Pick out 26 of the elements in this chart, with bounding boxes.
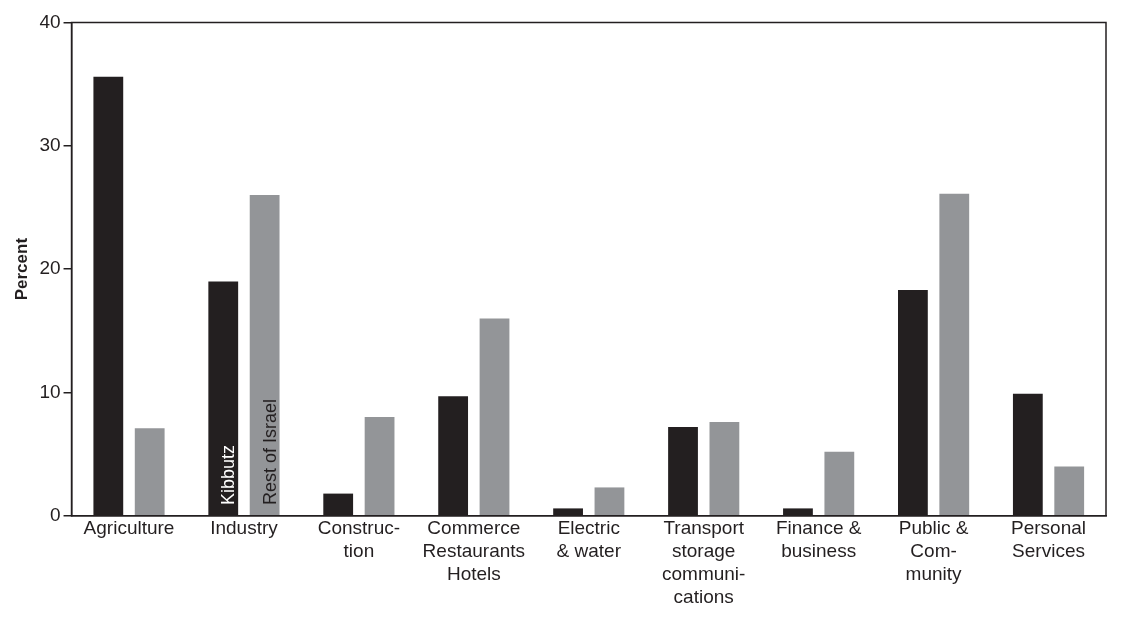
y-axis-title: Percent xyxy=(11,237,31,301)
bar xyxy=(594,487,625,516)
bar xyxy=(1054,466,1085,516)
x-tick-label: Public & Com- munity xyxy=(898,517,969,585)
bar xyxy=(939,193,970,516)
x-tick-label: Commerce Restaurants Hotels xyxy=(422,517,526,585)
series-label: Rest of Israel xyxy=(259,399,280,506)
x-tick-label: Transport storage communi- cations xyxy=(662,517,746,607)
bar xyxy=(249,195,280,516)
bar xyxy=(479,318,510,516)
x-tick-label: Finance & business xyxy=(775,517,862,562)
x-tick-label: Construc- tion xyxy=(317,517,401,562)
y-tick-label: 30 xyxy=(39,133,61,155)
bar xyxy=(364,417,395,516)
bar xyxy=(709,422,740,516)
x-tick-label: Personal Services xyxy=(1011,517,1087,562)
y-tick-label: 10 xyxy=(39,380,61,402)
y-tick-label: 0 xyxy=(49,504,61,526)
series-label: Kibbutz xyxy=(218,445,239,506)
x-tick-label: Electric & water xyxy=(556,517,622,562)
x-tick-label: Industry xyxy=(210,517,279,539)
bar xyxy=(134,428,165,516)
bar xyxy=(824,451,855,516)
x-tick-label: Agriculture xyxy=(83,517,175,539)
y-tick-label: 20 xyxy=(39,257,61,279)
y-tick-label: 40 xyxy=(39,10,61,32)
